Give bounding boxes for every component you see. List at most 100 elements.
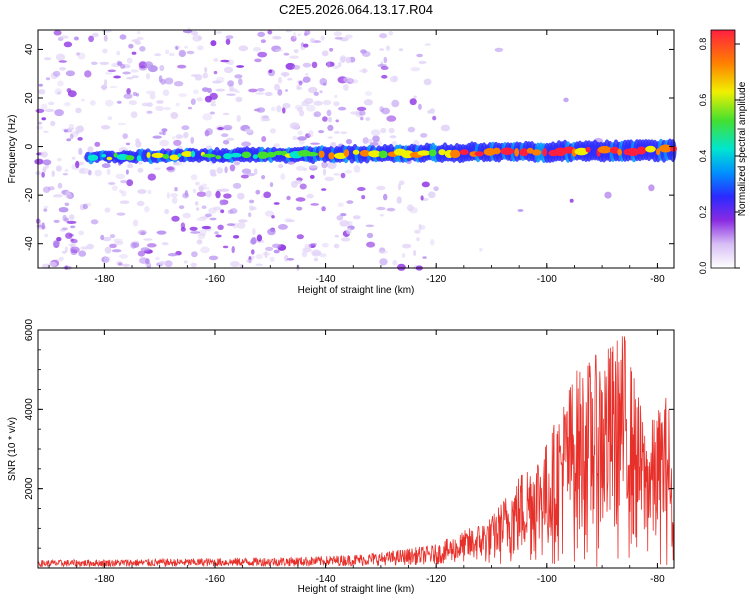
spectrogram-noise-blob bbox=[75, 107, 82, 114]
spectrogram-hotspot bbox=[636, 146, 647, 155]
spectrogram-noise-blob bbox=[109, 234, 116, 239]
spectrogram-noise-blob bbox=[346, 220, 353, 226]
spectrogram-noise-blob bbox=[178, 93, 188, 97]
spectrogram-noise-blob bbox=[276, 105, 282, 113]
spectrogram-noise-blob bbox=[44, 233, 49, 238]
spectrogram-noise-blob bbox=[313, 91, 319, 96]
spectrogram-noise-blob bbox=[327, 61, 331, 68]
spectrogram-noise-blob bbox=[440, 124, 451, 132]
spectrogram-noise-blob bbox=[398, 183, 401, 191]
spectrogram-hotspot bbox=[113, 152, 118, 158]
spectrogram-hotspot bbox=[223, 153, 232, 160]
spectrogram-noise-blob bbox=[57, 80, 64, 87]
spectrogram-noise-blob bbox=[321, 188, 327, 191]
spectrogram-noise-blob bbox=[41, 117, 46, 121]
spectrogram-noise-blob bbox=[282, 102, 291, 109]
spectrogram-noise-blob bbox=[267, 30, 273, 35]
spectrogram-noise-blob bbox=[173, 81, 184, 87]
spectrogram-noise-blob bbox=[427, 191, 436, 199]
spectrogram-noise-blob bbox=[360, 116, 364, 121]
spectrogram-noise-blob bbox=[264, 91, 273, 97]
spectrogram-noise-blob bbox=[209, 173, 217, 176]
spectrogram-noise-blob bbox=[416, 53, 423, 58]
spectrogram-noise-blob bbox=[410, 67, 421, 72]
spectrogram-noise-blob bbox=[101, 125, 111, 130]
spectrogram-hotspot bbox=[304, 152, 319, 157]
spectrogram-noise-blob bbox=[344, 169, 353, 174]
spectrogram-noise-blob bbox=[324, 176, 335, 182]
spectrogram-noise-blob bbox=[43, 205, 49, 209]
spectrogram-noise-blob bbox=[167, 253, 178, 257]
spectrogram-noise-blob bbox=[302, 62, 312, 68]
snr-x-tick-label: -80 bbox=[650, 574, 665, 585]
spectrogram-noise-blob bbox=[256, 87, 265, 92]
spectrogram-noise-blob bbox=[249, 205, 254, 212]
spectrogram-noise-blob bbox=[292, 31, 297, 39]
spectrogram-noise-blob bbox=[38, 89, 46, 95]
snr-x-tick-label: -160 bbox=[205, 574, 225, 585]
spectrogram-noise-blob bbox=[388, 30, 394, 36]
spectrogram-noise-blob bbox=[109, 85, 118, 89]
colorbar-tick-label: 0.8 bbox=[698, 38, 708, 51]
spectrogram-noise-blob bbox=[136, 36, 144, 41]
spectrogram-noise-blob bbox=[103, 34, 108, 42]
spectrogram-noise-blob bbox=[334, 234, 339, 238]
spectrogram-hotspot bbox=[656, 148, 661, 156]
spectrogram-noise-blob bbox=[82, 203, 88, 210]
spectrogram-noise-blob bbox=[164, 77, 174, 85]
spectrogram-noise-blob bbox=[57, 182, 63, 189]
spectrogram-noise-blob bbox=[75, 130, 80, 135]
spectrogram-noise-blob bbox=[248, 212, 252, 218]
spectrogram-noise-blob bbox=[313, 100, 323, 106]
spectrogram-noise-blob bbox=[298, 80, 303, 86]
spectrogram-noise-blob bbox=[198, 229, 207, 237]
spectrogram-noise-blob bbox=[277, 89, 283, 96]
spectrogram-noise-blob bbox=[255, 254, 263, 260]
spectrogram-noise-blob bbox=[274, 83, 280, 91]
spectrogram-noise-blob bbox=[208, 207, 217, 214]
spectrogram-noise-blob bbox=[379, 247, 386, 253]
spectrogram-noise-blob bbox=[209, 217, 217, 221]
spectrogram-noise-blob bbox=[136, 200, 145, 207]
spectrogram-noise-blob bbox=[320, 35, 325, 41]
spectrogram-hotspot bbox=[500, 147, 514, 155]
spectrogram-noise-blob bbox=[146, 90, 156, 95]
spectrogram-noise-blob bbox=[327, 124, 334, 131]
spectrogram-noise-blob bbox=[116, 212, 126, 216]
spectrogram-noise-blob bbox=[326, 109, 332, 117]
spectrogram-noise-blob bbox=[131, 51, 137, 55]
spectrogram-hotspot bbox=[328, 152, 335, 160]
spectrogram-noise-blob bbox=[238, 78, 243, 86]
spectrogram-noise-blob bbox=[308, 130, 314, 138]
spectrogram-noise-blob bbox=[313, 111, 322, 118]
spectrogram-noise-blob bbox=[165, 49, 170, 55]
spectrogram-noise-blob bbox=[64, 246, 68, 254]
spectrogram-noise-blob bbox=[249, 199, 255, 204]
spectrogram-noise-blob bbox=[334, 36, 343, 40]
spectrogram-noise-blob bbox=[70, 249, 78, 256]
snr-x-tick-label: -120 bbox=[426, 574, 446, 585]
spectrogram-hotspot bbox=[609, 146, 620, 154]
spectrogram-noise-blob bbox=[210, 103, 217, 107]
spectrogram-noise-blob bbox=[398, 48, 404, 52]
spectrogram-noise-blob bbox=[296, 206, 303, 211]
spectrogram-noise-blob bbox=[90, 219, 99, 225]
spectrogram-noise-blob bbox=[123, 93, 133, 99]
spectrogram-noise-blob bbox=[273, 202, 280, 205]
spectrogram-noise-blob bbox=[100, 234, 105, 241]
spectrogram-noise-blob bbox=[174, 162, 183, 166]
spectrogram-noise-blob bbox=[255, 92, 265, 95]
spectrogram-noise-blob bbox=[202, 113, 213, 121]
spectrogram-noise-blob bbox=[353, 165, 361, 173]
spectrogram-noise-blob bbox=[264, 210, 275, 217]
spectrogram-noise-blob bbox=[152, 135, 162, 139]
spectrogram-noise-blob bbox=[162, 131, 166, 136]
spectrogram-noise-blob bbox=[113, 75, 121, 79]
snr-y-tick-label: 4000 bbox=[24, 398, 35, 421]
spectrogram-noise-blob bbox=[52, 240, 60, 247]
spectrogram-noise-blob bbox=[273, 249, 280, 254]
spectrogram-noise-blob bbox=[183, 260, 188, 264]
spectrogram-noise-blob bbox=[363, 99, 373, 106]
snr-y-ticks: 2000 4000 6000 bbox=[24, 318, 674, 549]
spectrogram-noise-blob bbox=[223, 66, 234, 74]
